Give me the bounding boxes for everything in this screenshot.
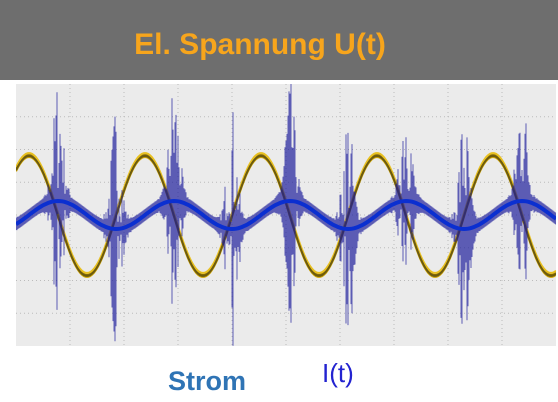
current-label: Strom <box>168 366 246 397</box>
page: El. Spannung U(t) Strom I(t) (() => { co… <box>0 0 558 402</box>
title: El. Spannung U(t) <box>0 28 520 62</box>
oscilloscope-screen <box>16 84 556 346</box>
current-symbol: I(t) <box>322 358 354 389</box>
